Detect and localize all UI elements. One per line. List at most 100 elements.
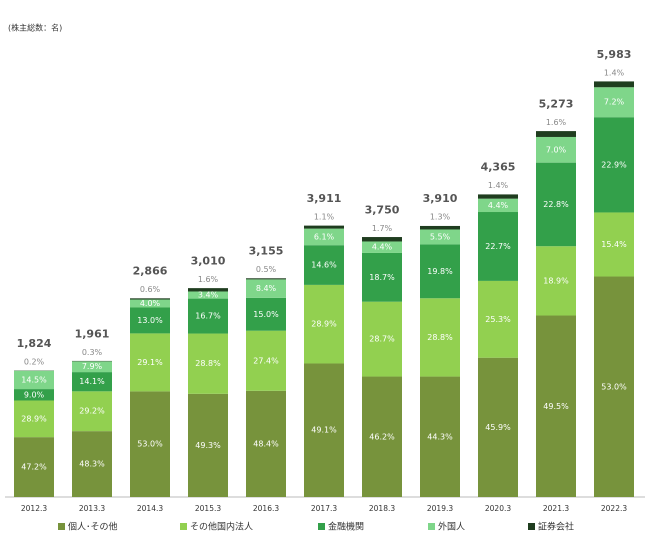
segment-label: 4.4% bbox=[488, 201, 509, 210]
segment-label: 49.3% bbox=[195, 441, 221, 450]
bar-segment bbox=[72, 391, 112, 432]
segment-label: 15.0% bbox=[253, 310, 279, 319]
top-segment-label: 0.3% bbox=[82, 348, 103, 357]
bar-segment bbox=[420, 244, 460, 299]
x-tick-label: 2015.3 bbox=[195, 504, 221, 513]
bar-segment bbox=[246, 279, 286, 298]
bar-segment bbox=[420, 376, 460, 497]
segment-label: 7.2% bbox=[604, 98, 625, 107]
bar-segment bbox=[188, 298, 228, 334]
bar-segment bbox=[130, 333, 170, 392]
bar-segment bbox=[362, 376, 402, 497]
bar-segment bbox=[246, 297, 286, 331]
x-tick-label: 2013.3 bbox=[79, 504, 105, 513]
segment-label: 29.1% bbox=[137, 358, 163, 367]
top-segment-label: 1.3% bbox=[430, 213, 451, 222]
bar-segment bbox=[362, 301, 402, 377]
legend-swatch bbox=[318, 523, 325, 530]
segment-label: 9.0% bbox=[24, 390, 45, 399]
total-label: 4,365 bbox=[481, 161, 516, 174]
bar-segment bbox=[188, 393, 228, 497]
bar-segment bbox=[478, 212, 518, 281]
segment-label: 53.0% bbox=[137, 440, 163, 449]
bar-segment bbox=[246, 390, 286, 497]
bar-segment bbox=[130, 391, 170, 497]
top-segment-label: 1.1% bbox=[314, 213, 335, 222]
segment-label: 44.3% bbox=[427, 432, 453, 441]
bar-segment bbox=[420, 298, 460, 377]
segment-label: 14.1% bbox=[79, 377, 105, 386]
bar-segment bbox=[304, 284, 344, 364]
segment-label: 28.9% bbox=[21, 414, 47, 423]
top-segment-label: 1.4% bbox=[488, 181, 509, 190]
segment-label: 18.7% bbox=[369, 273, 395, 282]
bar-segment bbox=[14, 389, 54, 401]
bar-segment bbox=[594, 117, 634, 213]
bar-segment bbox=[188, 291, 228, 299]
top-segment-label: 0.2% bbox=[24, 358, 45, 367]
segment-label: 53.0% bbox=[601, 382, 627, 391]
x-tick-label: 2018.3 bbox=[369, 504, 395, 513]
x-tick-label: 2022.3 bbox=[601, 504, 627, 513]
segment-label: 47.2% bbox=[21, 463, 47, 472]
segment-label: 28.8% bbox=[195, 359, 221, 368]
segment-label: 48.3% bbox=[79, 460, 105, 469]
bar-segment bbox=[246, 278, 286, 280]
legend-swatch bbox=[58, 523, 65, 530]
bar-segment bbox=[304, 225, 344, 229]
total-label: 1,824 bbox=[17, 337, 52, 350]
x-tick-label: 2017.3 bbox=[311, 504, 337, 513]
segment-label: 25.3% bbox=[485, 315, 511, 324]
segment-label: 7.0% bbox=[546, 145, 567, 154]
bar-segment bbox=[594, 87, 634, 118]
bar-segment bbox=[304, 363, 344, 497]
bar-segment bbox=[72, 431, 112, 497]
bar-segment bbox=[478, 280, 518, 358]
total-label: 1,961 bbox=[75, 328, 110, 341]
bar-segment bbox=[130, 307, 170, 334]
segment-label: 15.4% bbox=[601, 240, 627, 249]
segment-label: 19.8% bbox=[427, 267, 453, 276]
top-segment-label: 0.5% bbox=[256, 265, 277, 274]
bar-segment bbox=[304, 245, 344, 285]
bar-segment bbox=[130, 299, 170, 308]
x-tick-label: 2021.3 bbox=[543, 504, 569, 513]
bar-segment bbox=[72, 361, 112, 373]
segment-label: 49.1% bbox=[311, 426, 337, 435]
total-label: 3,750 bbox=[365, 203, 400, 216]
legend-swatch bbox=[428, 523, 435, 530]
bar-segment bbox=[304, 228, 344, 246]
bar-segment bbox=[362, 252, 402, 302]
bar-segment bbox=[14, 370, 54, 390]
x-tick-label: 2014.3 bbox=[137, 504, 163, 513]
segment-label: 18.9% bbox=[543, 276, 569, 285]
bar-segment bbox=[14, 400, 54, 438]
legend-swatch bbox=[180, 523, 187, 530]
bar-segment bbox=[246, 330, 286, 391]
bar-segment bbox=[420, 225, 460, 230]
segment-label: 4.0% bbox=[140, 299, 161, 308]
bar-segment bbox=[536, 162, 576, 247]
segment-label: 28.7% bbox=[369, 335, 395, 344]
bar-segment bbox=[478, 357, 518, 497]
bar-segment bbox=[362, 241, 402, 253]
bar-segment bbox=[536, 315, 576, 497]
segment-label: 45.9% bbox=[485, 423, 511, 432]
x-tick-label: 2019.3 bbox=[427, 504, 453, 513]
bar-segment bbox=[362, 237, 402, 242]
x-tick-label: 2012.3 bbox=[21, 504, 47, 513]
x-tick-label: 2016.3 bbox=[253, 504, 279, 513]
bar-segment bbox=[594, 276, 634, 497]
segment-label: 46.2% bbox=[369, 432, 395, 441]
total-label: 3,911 bbox=[307, 192, 342, 205]
legend-swatch bbox=[528, 523, 535, 530]
segment-label: 29.2% bbox=[79, 407, 105, 416]
bar-segment bbox=[188, 333, 228, 394]
segment-label: 7.9% bbox=[82, 362, 103, 371]
segment-label: 4.4% bbox=[372, 243, 393, 252]
total-label: 3,155 bbox=[249, 245, 284, 258]
segment-label: 13.0% bbox=[137, 316, 163, 325]
legend-label: 金融機関 bbox=[328, 521, 364, 533]
segment-label: 49.5% bbox=[543, 402, 569, 411]
